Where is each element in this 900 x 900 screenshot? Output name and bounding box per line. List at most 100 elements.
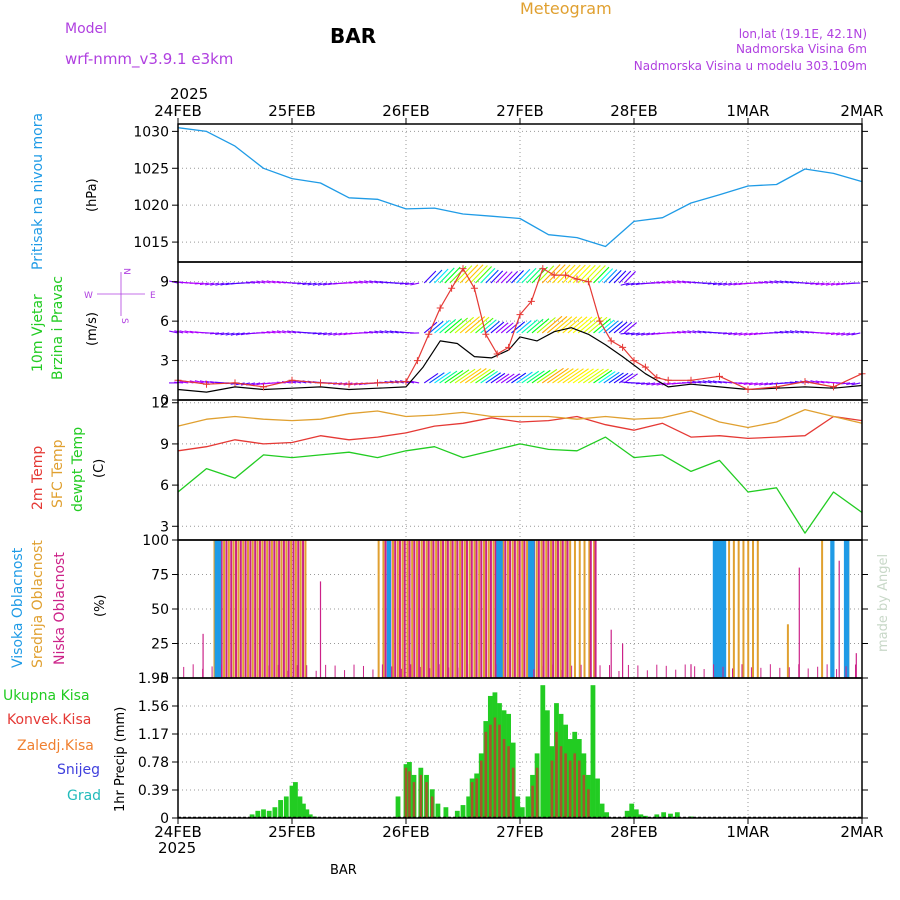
wind-gust-marker <box>260 383 267 391</box>
wind-barb <box>618 321 633 334</box>
wind-compass: N E W S <box>84 268 156 324</box>
x-label-top: 26FEB <box>382 102 429 120</box>
wind-barb <box>810 282 820 285</box>
wind-barb <box>753 382 763 386</box>
wind-barb <box>687 381 697 384</box>
y-tick-label: 0.78 <box>138 755 169 771</box>
wind-barb <box>717 380 728 384</box>
y-tick-label: 6 <box>160 478 169 494</box>
wind-gust-marker <box>459 265 467 273</box>
wind-barb <box>593 266 610 284</box>
wind-barb <box>789 330 799 334</box>
wind-gust-marker <box>716 372 723 380</box>
wind-barb <box>613 372 629 384</box>
pressure-line <box>177 127 863 248</box>
wind-barb <box>774 280 784 284</box>
wind-barb <box>485 320 500 334</box>
wind-barb <box>728 332 738 336</box>
precip-conv-bar <box>404 767 408 818</box>
wind-barb <box>199 282 209 286</box>
wind-barb <box>630 332 640 336</box>
wind-barb <box>526 267 543 284</box>
y-tick-label: 12 <box>151 396 169 412</box>
precip-total-bar <box>638 814 644 818</box>
wind-barb <box>394 330 404 334</box>
wind-barb <box>582 368 604 384</box>
watermark: made by Angel <box>876 554 891 652</box>
wind-barb <box>490 270 504 284</box>
coords-label: lon,lat (19.1E, 42.1N) <box>739 27 867 41</box>
wind-barb <box>738 382 748 385</box>
wind-barb <box>743 382 753 385</box>
precip-conv-bar <box>507 746 510 818</box>
footer-year: 2025 <box>158 839 196 857</box>
precip-total-bar <box>595 778 600 818</box>
wind-barb <box>702 380 712 384</box>
wind-barb <box>536 265 555 284</box>
wind-barb <box>769 280 779 284</box>
y-tick-label: 0 <box>160 393 169 409</box>
wind-barb <box>410 282 420 286</box>
wind-barb <box>322 332 333 336</box>
wind-barb <box>292 330 302 334</box>
precip-conv-bar <box>498 724 501 818</box>
wind-barb <box>423 373 439 384</box>
pressure-title: Pritisak na nivou mora <box>30 113 46 270</box>
wind-gust-marker <box>596 317 604 325</box>
wind-barb <box>449 369 470 384</box>
wind-barb <box>490 321 505 334</box>
wind-barb <box>567 368 589 384</box>
wind-gust-marker <box>317 379 324 387</box>
precip-total-bar <box>283 796 289 818</box>
precip-unit: 1hr Precip (mm) <box>113 707 128 812</box>
wind-barb <box>676 330 686 334</box>
wind-barb <box>449 317 469 334</box>
wind-gust-marker <box>550 271 558 279</box>
wind-barb <box>851 332 861 336</box>
wind-barb <box>459 368 482 384</box>
cloud-mid-title: Srednja Oblacnost <box>30 540 46 668</box>
wind-gust-marker <box>516 311 524 319</box>
wind-barb <box>410 380 420 384</box>
wind-barb <box>287 330 297 334</box>
wind-barb <box>374 280 384 284</box>
wind-barb <box>271 280 281 284</box>
wind-gust-marker <box>470 284 478 292</box>
precip-total-bar <box>460 805 466 818</box>
y-tick-label: 25 <box>151 637 169 653</box>
wind-barb <box>800 330 810 334</box>
wind-barb <box>495 271 508 284</box>
wind-barb <box>562 264 581 284</box>
wind-gust-marker <box>482 330 490 338</box>
y-tick-label: 3 <box>160 354 169 370</box>
y-tick-label: 1015 <box>133 235 169 251</box>
wind-barb <box>205 282 215 286</box>
precip-total-bar <box>525 796 531 818</box>
precip-conv-bar <box>484 731 488 818</box>
precip-conv-bar <box>489 724 492 818</box>
compass-e: E <box>150 291 156 301</box>
wind-barb <box>459 264 479 284</box>
wind-gust-marker <box>584 278 592 286</box>
wind-barb <box>500 271 513 284</box>
wind-barb <box>759 382 769 386</box>
wind-barb <box>521 319 538 334</box>
y-tick-label: 0 <box>160 671 169 687</box>
wind-gust-marker <box>773 383 780 391</box>
wind-barb <box>598 319 615 334</box>
x-label-bottom: 27FEB <box>496 823 543 841</box>
precip-total-bar <box>395 796 401 818</box>
wind-barb <box>707 282 717 285</box>
wind-barb <box>210 282 220 286</box>
wind-barb <box>671 280 681 284</box>
wind-barb <box>179 330 189 334</box>
wind-barb <box>552 368 574 384</box>
wind-barb <box>384 330 394 334</box>
wind-barb <box>511 270 524 284</box>
precip-conv-bar <box>582 774 586 818</box>
grid-layer <box>178 124 862 818</box>
wind-barb <box>363 331 373 334</box>
wind-gust-marker <box>830 383 837 391</box>
precip-conv-bar <box>577 760 581 818</box>
wind-barb <box>661 280 671 284</box>
